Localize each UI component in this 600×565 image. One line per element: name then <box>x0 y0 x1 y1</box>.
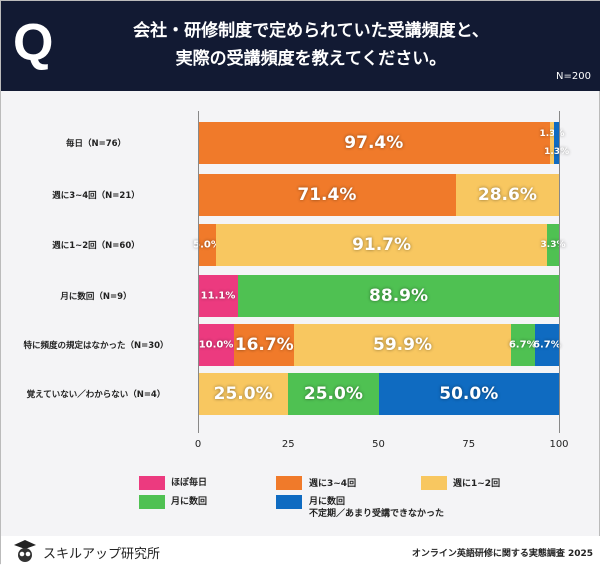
legend-label: 週に3~4回 <box>309 479 357 489</box>
bar-segment <box>198 174 456 216</box>
data-label: 97.4% <box>344 133 404 153</box>
sample-size: N=200 <box>556 71 591 82</box>
bar-segment <box>455 174 559 216</box>
data-label: 3.3% <box>540 240 566 250</box>
data-label: 1.3% <box>544 147 570 157</box>
bar-segment <box>216 224 548 266</box>
data-label: 88.9% <box>369 286 429 306</box>
x-tick-label: 0 <box>194 439 202 450</box>
x-axis-right-line <box>559 111 560 433</box>
data-label: 10.0% <box>198 339 234 351</box>
legend-label: ほぼ毎日 <box>171 478 208 488</box>
data-label: 6.7% <box>533 339 561 351</box>
row-label: 週に3~4回（N=21） <box>52 191 140 201</box>
bar-segment <box>198 373 289 415</box>
owl-logo-icon <box>14 540 36 562</box>
q-mark: Q <box>13 14 54 72</box>
legend-swatch-pink <box>139 476 165 490</box>
legend-label: 月に数回 <box>171 497 208 507</box>
bar-segment <box>534 324 559 366</box>
legend-swatch-yellow <box>421 476 447 490</box>
bar-segment <box>510 324 535 366</box>
data-label: 1.3% <box>539 129 565 139</box>
data-label: 6.7% <box>508 339 537 351</box>
footer: スキルアップ研究所 オンライン英語研修に関する実態調査 2025 <box>1 536 600 565</box>
data-label: 16.7% <box>234 335 294 355</box>
title-line-2: 実際の受講頻度を教えてください。 <box>175 49 447 69</box>
x-tick-label: 25 <box>281 439 295 450</box>
row-label: 覚えていない／わからない（N=4） <box>26 390 166 400</box>
header: Q 会社・研修制度で定められていた受講頻度と、 実際の受講頻度を教えてください。… <box>1 1 600 91</box>
bar-segment <box>238 275 559 317</box>
row-label: 月に数回（N=9） <box>60 292 132 302</box>
bar-segment <box>198 275 239 317</box>
bar-segment <box>554 122 559 164</box>
data-label: 71.4% <box>297 185 357 205</box>
bar-segment <box>198 122 550 164</box>
data-label: 25.0% <box>303 384 363 404</box>
row-label: 特に頻度の規定はなかった（N=30） <box>23 341 169 351</box>
legend-label: 週に1~2回 <box>453 479 501 489</box>
page-title: 会社・研修制度で定められていた受講頻度と、 実際の受講頻度を教えてください。 <box>91 17 531 73</box>
bar-segment <box>547 224 559 266</box>
bar-segment <box>288 373 379 415</box>
bar-segment <box>378 373 559 415</box>
row-label: 毎日（N=76） <box>65 139 127 149</box>
x-tick-label: 75 <box>462 439 476 450</box>
row-label: 週に1~2回（N=60） <box>52 241 140 251</box>
legend-swatch-orange <box>276 476 302 490</box>
brand-name: スキルアップ研究所 <box>43 547 161 562</box>
data-label: 50.0% <box>439 384 499 404</box>
legend-swatch-green <box>139 495 165 509</box>
bar-segment <box>549 122 555 164</box>
data-label: 59.9% <box>373 335 432 355</box>
legend-label-line: 月に数回 <box>309 497 346 507</box>
stacked-bar-chart: 毎日（N=76） 97.4% 1.3% 1.3% 週に3~4回（N=21） 71.4% 28… <box>1 91 600 451</box>
data-label: 28.6% <box>477 185 537 205</box>
bar-segment <box>198 324 235 366</box>
title-line-1: 会社・研修制度で定められていた受講頻度と、 <box>133 21 489 41</box>
bar-segment <box>198 224 217 266</box>
bar-segment <box>234 324 295 366</box>
y-axis-line <box>198 111 199 433</box>
data-label: 25.0% <box>213 384 273 404</box>
data-label: 11.1% <box>200 290 236 302</box>
data-label: 91.7% <box>352 235 412 255</box>
bar-segment <box>294 324 511 366</box>
legend-label-line: 不定期／あまり受講できなかった <box>309 509 445 519</box>
legend-swatch-blue <box>276 495 302 509</box>
data-label: 5.0% <box>193 239 221 251</box>
x-tick-label: 100 <box>549 439 569 450</box>
survey-name: オンライン英語研修に関する実態調査 2025 <box>411 549 593 559</box>
x-tick-label: 50 <box>372 439 385 450</box>
legend-label: 月に数回 不定期／あまり受講できなかった <box>309 496 444 520</box>
